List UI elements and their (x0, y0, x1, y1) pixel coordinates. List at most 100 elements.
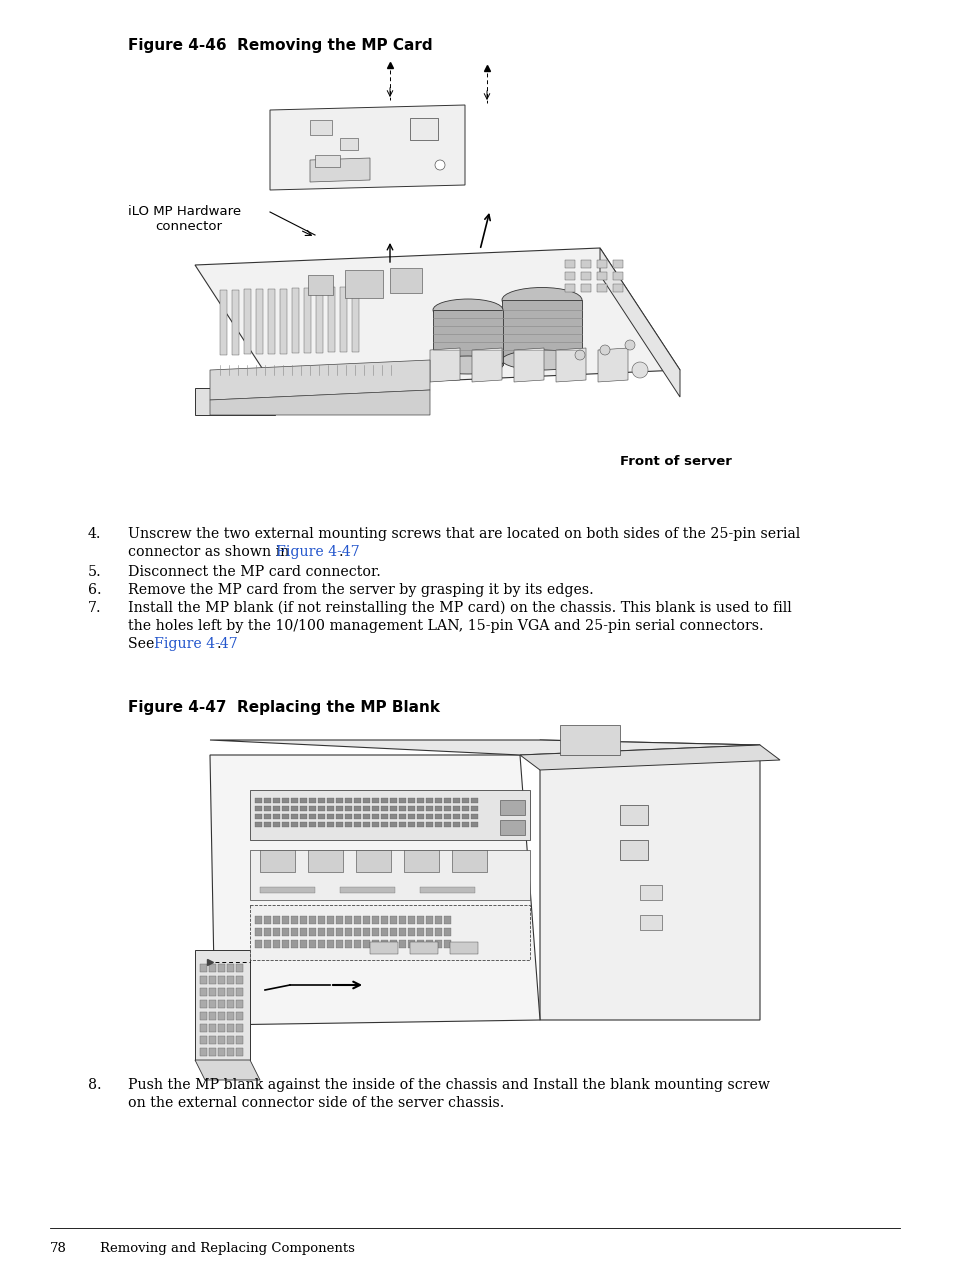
Bar (597, 283, 606, 292)
Bar (390, 813, 396, 819)
Bar (200, 1024, 207, 1032)
Bar (435, 798, 441, 803)
Bar (390, 928, 396, 935)
Bar (443, 928, 451, 935)
Text: connector: connector (154, 220, 222, 233)
Bar (471, 813, 477, 819)
Polygon shape (539, 740, 760, 1021)
Bar (209, 1049, 215, 1056)
Polygon shape (519, 745, 780, 770)
Ellipse shape (433, 299, 502, 322)
Bar (200, 963, 207, 972)
Bar (309, 941, 315, 948)
Bar (218, 1012, 225, 1021)
Bar (435, 916, 441, 924)
Circle shape (435, 160, 444, 170)
Bar (264, 806, 271, 811)
Bar (209, 1036, 215, 1043)
Bar (453, 822, 459, 827)
Text: Disconnect the MP card connector.: Disconnect the MP card connector. (128, 566, 380, 580)
Bar (471, 822, 477, 827)
Bar (564, 272, 575, 280)
Circle shape (599, 344, 609, 355)
Bar (254, 813, 262, 819)
Polygon shape (250, 791, 530, 840)
Polygon shape (280, 289, 287, 353)
Bar (390, 822, 396, 827)
Bar (235, 963, 243, 972)
Bar (335, 806, 343, 811)
Bar (416, 798, 423, 803)
Polygon shape (210, 390, 430, 416)
Bar (218, 988, 225, 996)
Bar (416, 941, 423, 948)
Bar (291, 822, 297, 827)
Polygon shape (255, 289, 263, 355)
Bar (235, 976, 243, 984)
Bar (200, 1012, 207, 1021)
Bar (254, 928, 262, 935)
Bar (200, 1000, 207, 1008)
Bar (354, 928, 360, 935)
Polygon shape (194, 949, 250, 1060)
Bar (309, 916, 315, 924)
Polygon shape (556, 348, 585, 383)
Polygon shape (244, 290, 251, 355)
Polygon shape (210, 755, 539, 1024)
Bar (291, 941, 297, 948)
Bar (317, 916, 325, 924)
Polygon shape (194, 248, 679, 388)
Bar (613, 272, 622, 280)
Bar (354, 798, 360, 803)
Bar (309, 928, 315, 935)
Bar (380, 798, 388, 803)
Polygon shape (310, 158, 370, 182)
Bar (363, 916, 370, 924)
Bar (435, 928, 441, 935)
Bar (416, 813, 423, 819)
Bar (345, 916, 352, 924)
Polygon shape (268, 289, 274, 353)
Bar (354, 941, 360, 948)
Bar (218, 1049, 225, 1056)
Bar (363, 941, 370, 948)
Bar (398, 822, 406, 827)
Bar (398, 798, 406, 803)
Bar (273, 822, 280, 827)
Bar (408, 916, 415, 924)
Bar (372, 813, 378, 819)
Bar (299, 941, 307, 948)
Bar (363, 806, 370, 811)
Bar (254, 941, 262, 948)
Bar (372, 798, 378, 803)
Bar (639, 885, 661, 900)
Bar (370, 942, 397, 955)
Bar (209, 988, 215, 996)
Bar (282, 806, 289, 811)
Bar (354, 916, 360, 924)
Bar (443, 798, 451, 803)
Bar (345, 822, 352, 827)
Bar (227, 988, 233, 996)
Bar (461, 798, 469, 803)
Bar (408, 798, 415, 803)
Bar (398, 916, 406, 924)
Bar (299, 928, 307, 935)
Text: Figure 4-46  Removing the MP Card: Figure 4-46 Removing the MP Card (128, 38, 432, 53)
Bar (408, 822, 415, 827)
Bar (461, 822, 469, 827)
Bar (282, 916, 289, 924)
Bar (564, 283, 575, 292)
Bar (209, 963, 215, 972)
Bar (613, 261, 622, 268)
Bar (291, 798, 297, 803)
Bar (461, 806, 469, 811)
Text: Front of server: Front of server (619, 455, 731, 468)
Bar (310, 119, 332, 135)
Bar (317, 822, 325, 827)
Bar (335, 822, 343, 827)
Bar (299, 813, 307, 819)
Text: iLO MP Hardware: iLO MP Hardware (128, 205, 241, 219)
Bar (426, 798, 433, 803)
Bar (254, 916, 262, 924)
